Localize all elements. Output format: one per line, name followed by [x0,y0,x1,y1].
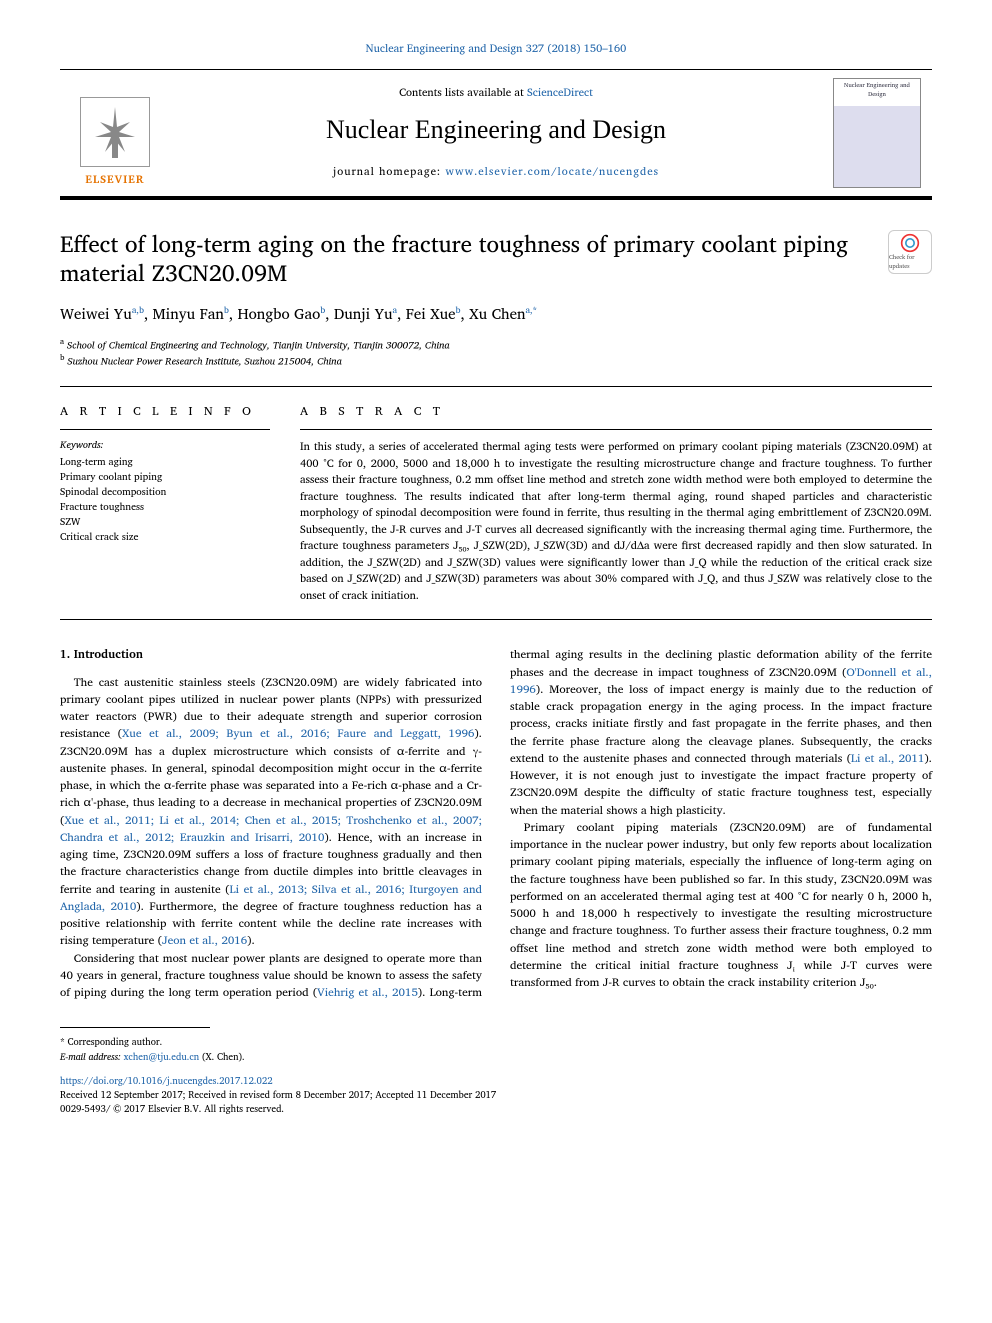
homepage-prefix: journal homepage: [333,162,445,180]
corr-label: * Corresponding author. [60,1036,932,1050]
abstract-column: A B S T R A C T In this study, a series … [300,403,932,603]
section-1-heading: 1. Introduction [60,646,482,663]
elsevier-wordmark: ELSEVIER [85,171,144,188]
corresponding-author-note: * Corresponding author. E-mail address: … [60,1036,932,1065]
sciencedirect-link[interactable]: ScienceDirect [527,83,593,101]
doi-link[interactable]: https://doi.org/10.1016/j.nucengdes.2017… [60,1074,273,1089]
body-paragraph-1: The cast austenitic stainless steels (Z3… [60,674,482,950]
contents-line: Contents lists available at ScienceDirec… [170,84,822,101]
article-info-heading: A R T I C L E I N F O [60,403,270,430]
check-for-updates-badge[interactable]: Check for updates [888,230,932,274]
body-text: 1. Introduction The cast austenitic stai… [60,646,932,1001]
abstract-text: In this study, a series of accelerated t… [300,438,932,603]
abstract-heading: A B S T R A C T [300,403,932,430]
article-info-column: A R T I C L E I N F O Keywords: Long-ter… [60,403,270,603]
article-metadata: https://doi.org/10.1016/j.nucengdes.2017… [60,1075,932,1118]
cover-thumb-cell: Nuclear Engineering and Design [822,70,932,196]
elsevier-logo: ELSEVIER [70,88,160,188]
footnote-rule [60,1027,210,1028]
corr-email-link[interactable]: xchen@tju.edu.cn [124,1050,200,1065]
elsevier-tree-icon [80,97,150,167]
contents-prefix: Contents lists available at [399,83,527,101]
corr-name: (X. Chen). [199,1050,245,1065]
body-paragraph-3: Primary coolant piping materials (Z3CN20… [510,819,932,992]
masthead-center: Contents lists available at ScienceDirec… [170,70,822,196]
check-updates-label: Check for updates [889,253,931,271]
article-title: Effect of long-term aging on the fractur… [60,230,932,290]
journal-name: Nuclear Engineering and Design [170,110,822,149]
publisher-logo-cell: ELSEVIER [60,70,170,196]
keywords-label: Keywords: [60,438,270,453]
info-abstract-row: A R T I C L E I N F O Keywords: Long-ter… [60,386,932,620]
masthead: ELSEVIER Contents lists available at Sci… [60,69,932,200]
homepage-line: journal homepage: www.elsevier.com/locat… [170,163,822,180]
copyright-line: 0029-5493/ © 2017 Elsevier B.V. All righ… [60,1103,932,1117]
crossmark-icon [900,233,920,253]
email-label: E-mail address: [60,1050,124,1065]
running-header: Nuclear Engineering and Design 327 (2018… [60,40,932,57]
authors-list: Weiwei Yua,b, Minyu Fanb, Hongbo Gaob, D… [60,303,932,326]
received-dates: Received 12 September 2017; Received in … [60,1089,932,1103]
article-header: Check for updates Effect of long-term ag… [60,230,932,369]
affiliations: a School of Chemical Engineering and Tec… [60,336,932,369]
homepage-link[interactable]: www.elsevier.com/locate/nucengdes [445,162,659,180]
journal-cover-thumbnail: Nuclear Engineering and Design [833,78,921,188]
keywords-list: Long-term agingPrimary coolant pipingSpi… [60,455,270,545]
